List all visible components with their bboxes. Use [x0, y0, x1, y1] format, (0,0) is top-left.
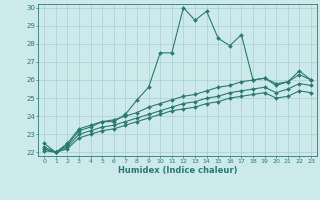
X-axis label: Humidex (Indice chaleur): Humidex (Indice chaleur) — [118, 166, 237, 175]
